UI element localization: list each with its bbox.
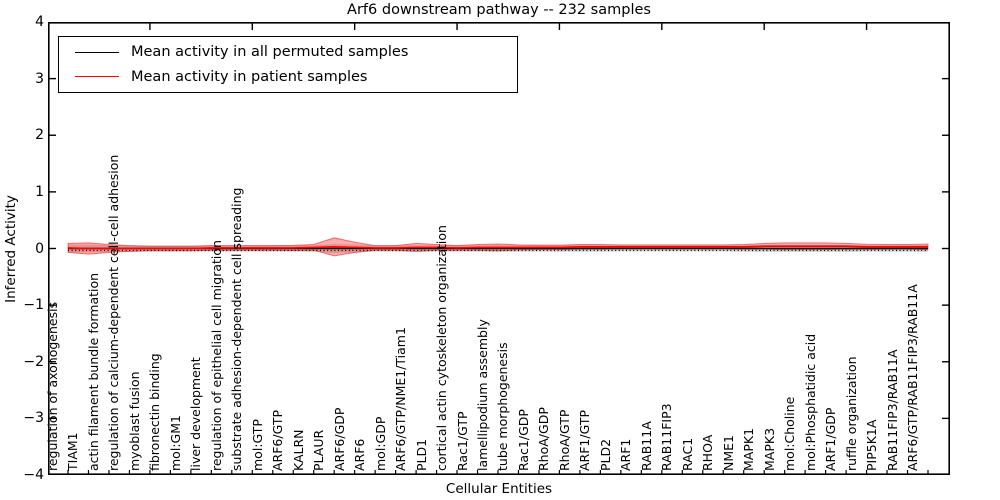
patient-mean-line xyxy=(67,245,928,250)
axes-frame xyxy=(48,22,950,475)
permuted-line-swatch xyxy=(75,51,119,53)
y-tick-label: −2 xyxy=(23,353,44,370)
plot-canvas xyxy=(48,22,950,475)
legend-label-patient: Mean activity in patient samples xyxy=(131,68,368,85)
y-tick-label: −3 xyxy=(23,410,44,427)
x-axis-title: Cellular Entities xyxy=(445,481,553,497)
chart-title: Arf6 downstream pathway -- 232 samples xyxy=(347,2,651,18)
plot-area xyxy=(48,22,950,475)
legend-item-patient: Mean activity in patient samples xyxy=(59,65,517,90)
y-tick-label: 2 xyxy=(35,127,44,144)
y-tick-label: −4 xyxy=(23,467,44,483)
patient-line-swatch xyxy=(75,76,119,78)
y-axis-title: Inferred Activity xyxy=(3,195,19,303)
y-tick-label: 3 xyxy=(35,70,44,87)
legend-item-permuted: Mean activity in all permuted samples xyxy=(59,40,517,65)
legend-label-permuted: Mean activity in all permuted samples xyxy=(131,44,409,61)
y-tick-label: 4 xyxy=(35,14,44,30)
legend: Mean activity in all permuted samples Me… xyxy=(58,36,518,93)
